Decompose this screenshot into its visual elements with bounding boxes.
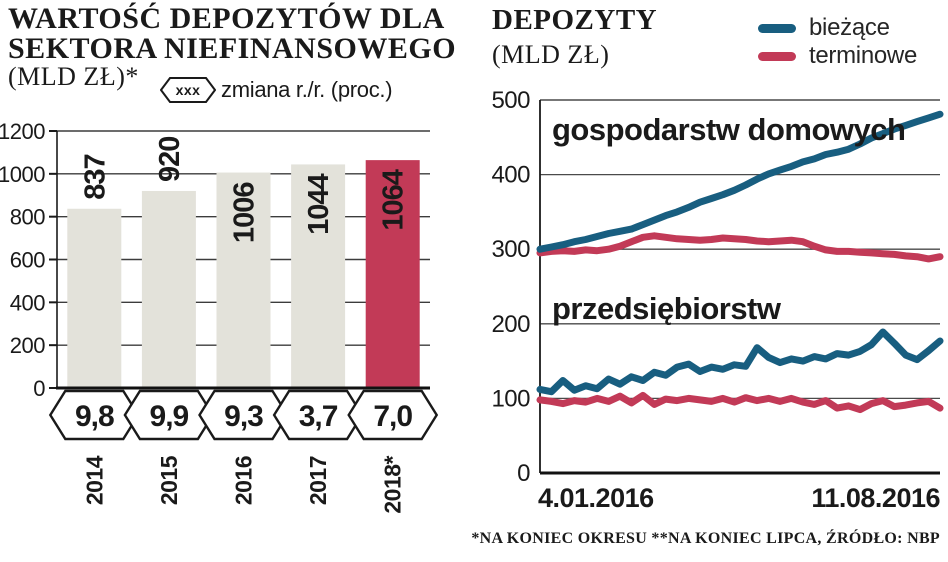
line-y-axis-label: 100	[491, 385, 530, 412]
series-line-enterprises-biezace	[536, 328, 944, 396]
yoy-badge-value: 9,9	[150, 400, 189, 433]
legend-swatch-biezace-icon	[758, 23, 796, 33]
bar-value-label: 920	[154, 137, 186, 182]
year-label: 2017	[305, 456, 331, 505]
legend-label-terminowe: terminowe	[809, 42, 918, 69]
series-line-households-terminowe	[536, 232, 944, 263]
bar-2018*	[365, 160, 420, 388]
yoy-change-legend-label: zmiana r./r. (proc.)	[221, 77, 393, 102]
line-chart-legend: bieżące terminowe	[758, 14, 917, 70]
x-axis-start-label: 4.01.2016	[538, 483, 654, 513]
bar-y-axis-label: 0	[33, 376, 45, 401]
yoy-badge-value: 7,0	[373, 400, 412, 433]
right-chart-unit-label: (MLD ZŁ)	[492, 40, 610, 69]
line-y-axis-label: 500	[491, 88, 530, 114]
bar-y-axis-label: 600	[10, 248, 45, 273]
line-y-axis-label: 0	[517, 460, 530, 487]
x-axis-end-label: 11.08.2016	[811, 483, 940, 513]
annotation-households: gospodarstw domowych	[552, 112, 905, 147]
year-label: 2015	[156, 455, 182, 505]
bar-y-axis-label: 200	[10, 333, 45, 358]
series-line-households-biezace	[536, 110, 944, 253]
bar-y-axis-label: 1200	[0, 119, 45, 144]
bar-chart: 0 200 400 600 800 1000 1200 837 920 1006 1044 1064 9…	[0, 119, 439, 514]
bar-2017	[291, 164, 346, 388]
bar-y-axis-label: 800	[10, 205, 45, 230]
yoy-badge	[347, 389, 439, 441]
yoy-badge-value: 9,8	[75, 400, 114, 433]
line-chart: 0 100 200 300 400 500 gospodarstw domowych prze…	[491, 88, 944, 513]
bar-2014	[67, 208, 122, 388]
legend-item-biezace: bieżące	[758, 14, 917, 42]
yoy-badge-value: 9,3	[224, 400, 263, 433]
bar-value-label: 1064	[378, 169, 410, 230]
bar-2015	[141, 190, 196, 388]
bar-value-label: 1044	[303, 174, 335, 235]
bar-value-label: 1006	[229, 182, 261, 243]
right-chart-title: DEPOZYTY	[492, 4, 658, 36]
yoy-change-legend: xxx zmiana r./r. (proc.)	[160, 76, 393, 104]
left-chart-unit-label: (MLD ZŁ)*	[8, 62, 139, 91]
series-line-enterprises-terminowe	[536, 391, 944, 414]
left-chart-title-line1: WARTOŚĆ DEPOZYTÓW DLA	[8, 2, 445, 35]
yoy-badge-value: 3,7	[299, 400, 338, 433]
legend-item-terminowe: terminowe	[758, 42, 917, 70]
source-note: *NA KONIEC OKRESU **NA KONIEC LIPCA, ŹRÓ…	[471, 530, 940, 547]
bar-y-axis-label: 400	[10, 290, 45, 315]
bar-2016	[216, 172, 271, 388]
hexagon-badge-icon: xxx	[160, 77, 216, 103]
line-y-axis-label: 300	[491, 236, 530, 263]
annotation-enterprises: przedsiębiorstw	[552, 291, 782, 326]
bar-value-label: 837	[79, 154, 111, 199]
legend-label-biezace: bieżące	[809, 14, 890, 41]
line-y-axis-label: 200	[491, 311, 530, 338]
year-label: 2018*	[380, 455, 406, 513]
bar-y-axis-label: 1000	[0, 162, 45, 187]
legend-swatch-terminowe-icon	[758, 51, 796, 61]
year-label: 2014	[81, 455, 107, 505]
hexagon-badge-shape	[160, 77, 216, 103]
left-chart-title-line2: SEKTORA NIEFINANSOWEGO	[8, 32, 457, 65]
year-label: 2016	[231, 456, 257, 505]
hexagon-badge-placeholder: xxx	[176, 82, 201, 98]
line-y-axis-label: 400	[491, 162, 530, 189]
